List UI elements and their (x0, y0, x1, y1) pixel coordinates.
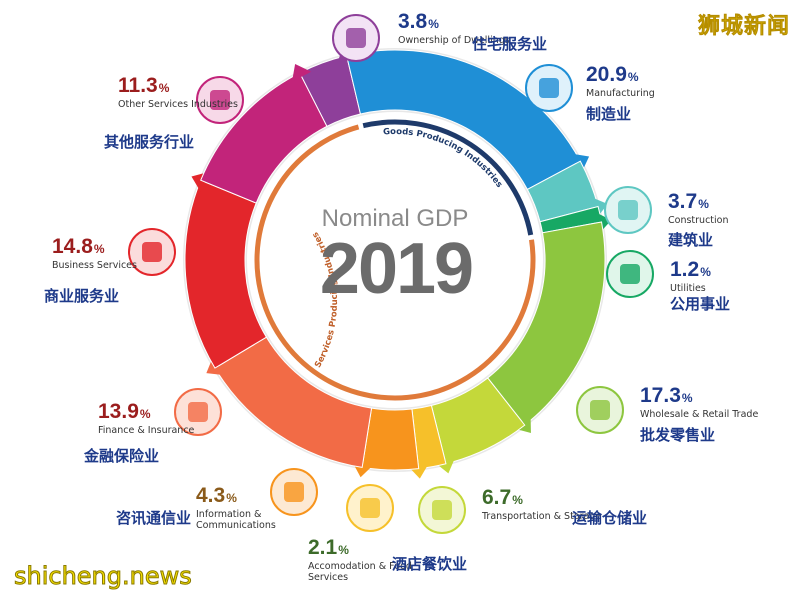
slice-name-zh-label: 其他服务行业 (104, 133, 195, 151)
phone-icon (270, 468, 318, 516)
star-icon (196, 76, 244, 124)
lightbulb-icon (606, 250, 654, 298)
slice-value-label: 11.3% (118, 74, 170, 97)
slice-value-label: 6.7% (482, 486, 523, 509)
slice-value-label: 20.9% (586, 63, 639, 86)
slice-information-communications (361, 407, 420, 471)
slice-value-label: 1.2% (670, 258, 711, 281)
slice-name-label: Finance & Insurance (98, 425, 195, 436)
slice-name-zh-label: 建筑业 (668, 231, 714, 249)
goods-arc (362, 119, 534, 236)
site-watermark: shicheng.news (14, 562, 193, 591)
slice-name-zh-label: 酒店餐饮业 (392, 555, 468, 573)
slice-value-label: 3.8% (398, 10, 439, 33)
businessman-icon (128, 228, 176, 276)
slice-name-label: Ownership of Dwellings (398, 35, 510, 46)
slice-value-label: 4.3% (196, 484, 237, 507)
slice-name-label: Other Services Industries (118, 99, 238, 110)
slice-value-label: 13.9% (98, 400, 151, 423)
truck-icon (418, 486, 466, 534)
slice-name-zh-label: 公用事业 (670, 295, 731, 313)
slice-name-zh-label: 住宅服务业 (472, 35, 548, 53)
services-arc (254, 124, 536, 401)
building-icon (332, 14, 380, 62)
umbrella-dollar-icon (174, 388, 222, 436)
slice-value-label: 17.3% (640, 384, 693, 407)
slice-value-label: 3.7% (668, 190, 709, 213)
inner-disc (247, 112, 543, 408)
slice-pointer (292, 63, 312, 82)
slice-name-label: Construction (668, 215, 729, 226)
slice-value-label: 2.1% (308, 536, 349, 559)
brand-logo: 狮城新闻 (697, 14, 790, 40)
slice-name-zh-label: 运输仓储业 (572, 509, 648, 527)
chart-year: 2019 (319, 229, 474, 309)
slice-name-label: Business Services (52, 260, 137, 271)
slice-name-zh-label: 制造业 (586, 105, 632, 123)
slice-name-label: Manufacturing (586, 88, 655, 99)
crane-icon (604, 186, 652, 234)
factory-icon (525, 64, 573, 112)
slice-name-label: Utilities (670, 283, 706, 294)
house-icon (346, 484, 394, 532)
slice-name-label: Wholesale & Retail Trade (640, 409, 759, 420)
slice-name-zh-label: 金融保险业 (84, 447, 160, 465)
slice-name-label: Accomodation & Food Services (308, 561, 412, 583)
store-icon (576, 386, 624, 434)
slice-name-label: Transportation & Storage (482, 511, 602, 522)
slice-name-zh-label: 批发零售业 (640, 426, 716, 444)
chart-title: Nominal GDP (321, 205, 469, 232)
slice-name-zh-label: 咨讯通信业 (116, 509, 192, 527)
slice-value-label: 14.8% (52, 235, 105, 258)
slice-name-label: Information & Communications (196, 509, 276, 531)
slice-name-zh-label: 商业服务业 (44, 287, 120, 305)
